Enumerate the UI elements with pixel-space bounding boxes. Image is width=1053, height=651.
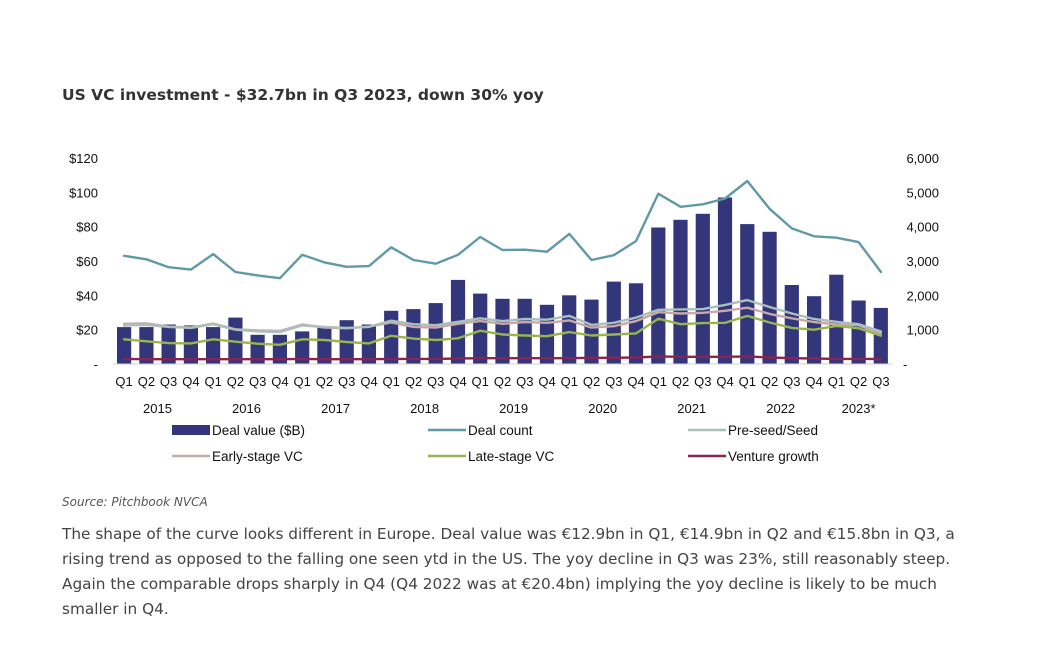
bar-16 — [473, 294, 487, 364]
bar-14 — [429, 303, 443, 364]
x-tick-label: Q4 — [627, 374, 644, 389]
bar-32 — [829, 275, 843, 364]
year-label: 2021 — [677, 401, 706, 416]
x-tick-label: Q3 — [249, 374, 266, 389]
x-tick-label: Q4 — [449, 374, 466, 389]
x-tick-label: Q1 — [739, 374, 756, 389]
bar-23 — [629, 283, 643, 364]
x-tick-label: Q4 — [805, 374, 822, 389]
x-tick-label: Q4 — [716, 374, 733, 389]
legend-label-early-stage-vc: Early-stage VC — [212, 449, 303, 464]
x-tick-label: Q2 — [138, 374, 155, 389]
x-tick-label: Q2 — [672, 374, 689, 389]
x-tick-label: Q1 — [472, 374, 489, 389]
x-tick-label: Q1 — [205, 374, 222, 389]
legend-swatch-deal-value-b- — [172, 425, 210, 435]
left-tick-label: $100 — [69, 185, 98, 200]
x-tick-label: Q3 — [783, 374, 800, 389]
bar-30 — [785, 285, 799, 364]
left-tick-label: $40 — [76, 288, 98, 303]
bar-21 — [584, 300, 598, 364]
legend-label-pre-seed-seed: Pre-seed/Seed — [728, 423, 818, 438]
bar-20 — [562, 295, 576, 364]
year-label: 2022 — [766, 401, 795, 416]
vc-investment-chart: - $20 $40 $60 $80 $100 $120 - 1,000 2,000 3,000 4,0… — [0, 0, 1053, 480]
right-tick-label: 3,000 — [906, 254, 939, 269]
x-tick-label: Q1 — [650, 374, 667, 389]
x-tick-label: Q4 — [271, 374, 288, 389]
year-label: 2020 — [588, 401, 617, 416]
x-tick-label: Q3 — [605, 374, 622, 389]
x-tick-label: Q2 — [316, 374, 333, 389]
x-tick-label: Q1 — [828, 374, 845, 389]
right-tick-label: 2,000 — [906, 288, 939, 303]
x-tick-label: Q4 — [182, 374, 199, 389]
right-tick-label: 5,000 — [906, 185, 939, 200]
bar-33 — [852, 301, 866, 365]
bar-25 — [673, 220, 687, 364]
year-label: 2023* — [842, 401, 876, 416]
bar-13 — [406, 309, 420, 364]
year-label: 2018 — [410, 401, 439, 416]
x-tick-label: Q2 — [583, 374, 600, 389]
legend-label-venture-growth: Venture growth — [728, 449, 819, 464]
bar-29 — [763, 232, 777, 364]
left-tick-label: - — [94, 357, 98, 372]
x-tick-label: Q1 — [115, 374, 132, 389]
x-tick-label: Q3 — [694, 374, 711, 389]
right-tick-label: 1,000 — [906, 323, 939, 338]
source-note: Source: Pitchbook NVCA — [62, 495, 208, 509]
body-paragraph: The shape of the curve looks different i… — [62, 522, 962, 622]
x-tick-label: Q3 — [516, 374, 533, 389]
legend-label-deal-count: Deal count — [468, 423, 533, 438]
x-tick-label: Q3 — [427, 374, 444, 389]
bar-24 — [651, 228, 665, 365]
x-tick-label: Q2 — [227, 374, 244, 389]
bar-28 — [740, 224, 754, 364]
right-tick-label: 4,000 — [906, 220, 939, 235]
year-label: 2015 — [143, 401, 172, 416]
x-tick-label: Q2 — [405, 374, 422, 389]
x-tick-label: Q3 — [338, 374, 355, 389]
x-tick-label: Q1 — [383, 374, 400, 389]
x-tick-label: Q1 — [294, 374, 311, 389]
year-label: 2017 — [321, 401, 350, 416]
year-label: 2019 — [499, 401, 528, 416]
x-tick-label: Q4 — [360, 374, 377, 389]
bar-27 — [718, 198, 732, 365]
x-tick-label: Q1 — [561, 374, 578, 389]
left-tick-label: $120 — [69, 151, 98, 166]
x-tick-label: Q3 — [872, 374, 889, 389]
legend-label-deal-value-b-: Deal value ($B) — [212, 423, 305, 438]
legend-label-late-stage-vc: Late-stage VC — [468, 449, 555, 464]
x-tick-label: Q4 — [538, 374, 555, 389]
bar-17 — [495, 299, 509, 364]
x-tick-label: Q2 — [494, 374, 511, 389]
x-tick-label: Q3 — [160, 374, 177, 389]
year-label: 2016 — [232, 401, 261, 416]
left-tick-label: $80 — [76, 220, 98, 235]
right-tick-label: 6,000 — [906, 151, 939, 166]
left-tick-label: $60 — [76, 254, 98, 269]
x-tick-label: Q2 — [850, 374, 867, 389]
bar-18 — [518, 299, 532, 364]
left-tick-label: $20 — [76, 323, 98, 338]
bar-26 — [696, 214, 710, 364]
right-tick-label: - — [903, 357, 907, 372]
x-tick-label: Q2 — [761, 374, 778, 389]
